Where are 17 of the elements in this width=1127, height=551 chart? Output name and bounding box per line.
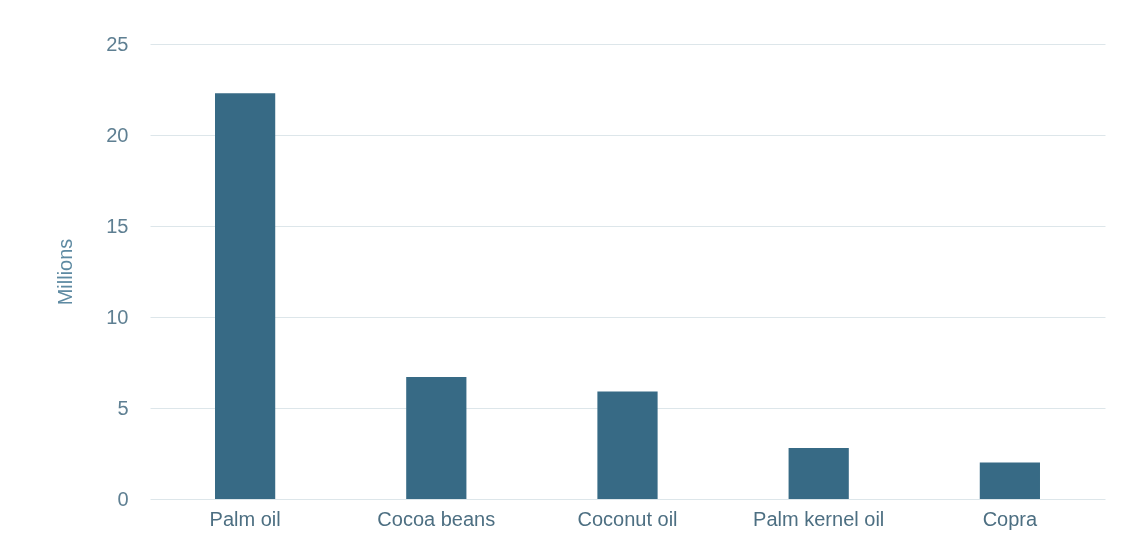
bar (406, 377, 467, 499)
y-tick-label: 5 (117, 396, 129, 419)
x-tick-label: Coconut oil (577, 507, 678, 530)
y-tick-label: 25 (106, 32, 129, 55)
bar (215, 93, 276, 499)
bar (979, 462, 1040, 499)
x-tick-label: Palm oil (209, 507, 281, 530)
x-tick-label: Palm kernel oil (753, 507, 885, 530)
y-tick-label: 10 (106, 305, 129, 328)
y-tick-label: 15 (106, 214, 129, 237)
x-tick-label: Copra (982, 507, 1038, 530)
y-tick-label: 20 (106, 123, 129, 146)
bar (788, 448, 849, 499)
y-axis-title: Millions (54, 238, 77, 306)
bar (597, 391, 658, 499)
x-tick-label: Cocoa beans (377, 507, 496, 530)
y-tick-label: 0 (117, 487, 129, 510)
